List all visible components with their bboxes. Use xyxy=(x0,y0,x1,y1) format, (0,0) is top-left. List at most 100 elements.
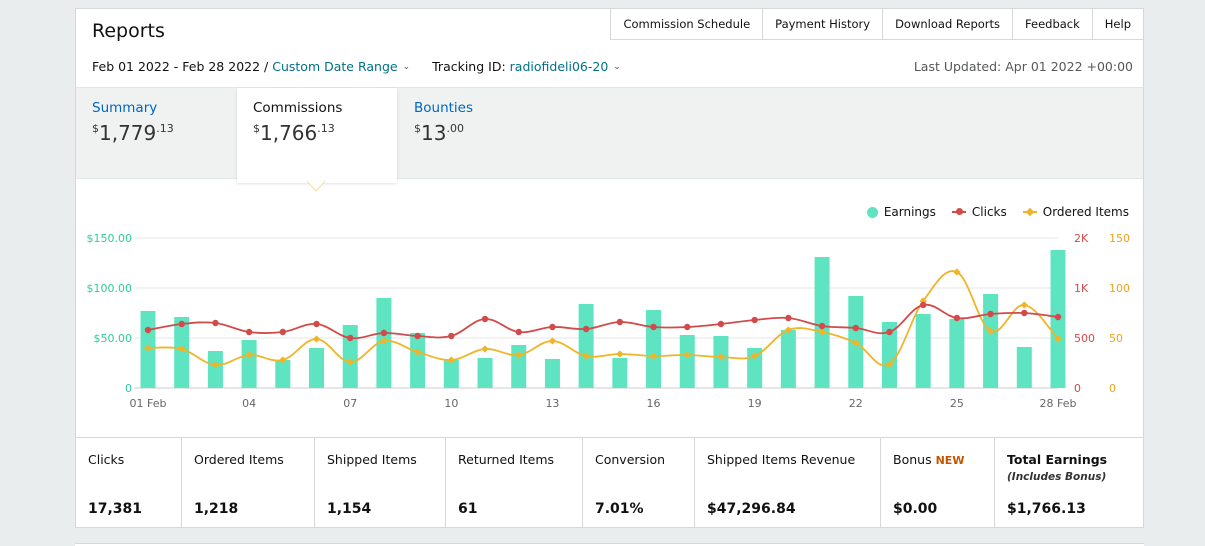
tab-bounties-label[interactable]: Bounties xyxy=(414,100,474,116)
stat-label: Returned Items xyxy=(458,452,555,467)
ordered-items-point xyxy=(885,360,894,368)
earnings-bar xyxy=(612,358,628,388)
earnings-bar xyxy=(983,294,999,388)
ordered-items-point xyxy=(245,351,253,359)
tab-summary[interactable]: Summary $1,779.13 xyxy=(76,88,236,180)
earnings-bar xyxy=(544,359,560,388)
tab-commissions[interactable]: Commissions $1,766.13 xyxy=(237,88,397,183)
ordered-items-point xyxy=(447,356,456,364)
stat-label: Bonus NEW xyxy=(893,452,982,467)
total-earnings-label: Total Earnings xyxy=(1007,452,1108,467)
earnings-bar xyxy=(881,322,897,388)
ordered-items-point xyxy=(211,361,220,369)
bonus-label: Bonus xyxy=(893,452,932,467)
clicks-point xyxy=(313,320,320,328)
page-title: Reports xyxy=(92,20,165,42)
ordered-items-point xyxy=(953,268,961,276)
clicks-point xyxy=(549,323,556,331)
earnings-bar xyxy=(207,351,223,388)
clicks-point xyxy=(380,329,388,337)
earnings-bar xyxy=(1016,347,1032,388)
clicks-point xyxy=(717,320,725,328)
help-button[interactable]: Help xyxy=(1091,8,1144,40)
stat-value: 17,381 xyxy=(88,501,143,517)
ordered-items-point xyxy=(683,351,691,359)
legend-earnings[interactable]: Earnings xyxy=(866,205,936,219)
stats-bar: Clicks 17,381 Ordered Items 1,218 Shipped … xyxy=(76,437,1143,528)
earnings-bar xyxy=(443,360,459,388)
x-tick-label: 25 xyxy=(950,397,964,410)
earnings-bar xyxy=(814,257,830,388)
ordered-items-line xyxy=(147,270,1059,367)
earnings-bar xyxy=(578,304,594,388)
tab-summary-label[interactable]: Summary xyxy=(92,100,158,116)
clicks-point xyxy=(347,334,354,342)
ordered-items-point xyxy=(852,339,860,347)
download-reports-button[interactable]: Download Reports xyxy=(882,8,1014,40)
chevron-down-icon[interactable]: ⌄ xyxy=(402,61,411,72)
summary-tabs: Summary $1,779.13 Commissions $1,766.13 … xyxy=(76,87,1143,183)
earnings-bar xyxy=(915,314,931,388)
ordered-items-point xyxy=(178,345,186,353)
stat-clicks: Clicks 17,381 xyxy=(76,438,182,528)
x-tick-label: 04 xyxy=(242,397,256,410)
feedback-button[interactable]: Feedback xyxy=(1012,8,1093,40)
tracking-id-label: Tracking ID: xyxy=(432,59,506,74)
ordered-items-point xyxy=(1020,301,1028,309)
ordered-items-point xyxy=(784,326,793,334)
filter-separator: / xyxy=(260,59,273,74)
ordered-items-point xyxy=(649,352,658,360)
earnings-bar xyxy=(780,330,796,388)
ordered-items-point xyxy=(818,328,826,336)
earnings-bar xyxy=(713,336,729,388)
last-updated-text: Last Updated: Apr 01 2022 +00:00 xyxy=(913,59,1133,74)
clicks-point xyxy=(414,332,421,340)
ordered-items-point xyxy=(346,358,354,366)
clicks-point xyxy=(1054,313,1062,321)
new-badge: NEW xyxy=(935,454,965,467)
x-tick-label: 28 Feb xyxy=(1040,397,1077,410)
ordered-items-point xyxy=(717,353,725,361)
x-tick-label: 01 Feb xyxy=(130,397,167,410)
y-right-clicks-tick-label: 2K xyxy=(1074,232,1089,245)
tab-bounties[interactable]: Bounties $13.00 xyxy=(398,88,558,180)
stat-shipped-revenue: Shipped Items Revenue $47,296.84 xyxy=(695,438,881,528)
clicks-point xyxy=(515,328,522,336)
ordered-items-point xyxy=(279,356,287,364)
stat-label: Conversion xyxy=(595,452,666,467)
clicks-point xyxy=(1021,309,1028,317)
ordered-items-point xyxy=(750,352,759,360)
tracking-id-dropdown[interactable]: radiofideli06-20 xyxy=(509,59,609,74)
ordered-items-point xyxy=(144,344,152,352)
reports-panel: Reports Commission Schedule Payment Hist… xyxy=(75,8,1144,528)
earnings-bar xyxy=(679,335,695,388)
next-panel-edge xyxy=(75,543,1144,546)
bounties-amount: $13.00 xyxy=(414,121,464,145)
ordered-items-point xyxy=(986,327,995,335)
summary-dollars: 1,779 xyxy=(99,121,157,145)
clicks-point xyxy=(582,325,590,333)
clicks-point xyxy=(684,323,691,331)
clicks-line xyxy=(147,303,1059,340)
legend-ordered-items[interactable]: Ordered Items xyxy=(1022,205,1129,219)
stat-total-earnings: Total Earnings (Includes Bonus) $1,766.13 xyxy=(995,438,1143,528)
stat-value: 1,154 xyxy=(327,501,372,517)
legend-clicks[interactable]: Clicks xyxy=(951,205,1007,219)
stat-returned-items: Returned Items 61 xyxy=(446,438,583,528)
clicks-point xyxy=(144,326,152,334)
chevron-down-icon[interactable]: ⌄ xyxy=(613,61,621,72)
clicks-point xyxy=(650,323,657,331)
commissions-amount: $1,766.13 xyxy=(253,121,335,145)
tab-commissions-label[interactable]: Commissions xyxy=(253,100,343,116)
earnings-chart: 0 0 0 $50.00 500 50 $100.00 1K 100 $150.00 2K 150 01… xyxy=(87,232,1131,410)
custom-date-range-dropdown[interactable]: Custom Date Range xyxy=(272,59,398,74)
commissions-dollars: 1,766 xyxy=(260,121,318,145)
stat-value: $47,296.84 xyxy=(707,501,796,517)
earnings-bar xyxy=(309,348,325,388)
earnings-dot-icon xyxy=(866,206,878,218)
clicks-line-icon xyxy=(951,208,966,215)
stat-value: 61 xyxy=(458,501,478,517)
y-right-clicks-tick-label: 0 xyxy=(1074,382,1081,395)
ordered-items-point xyxy=(515,351,523,359)
ordered-items-point xyxy=(616,350,624,358)
